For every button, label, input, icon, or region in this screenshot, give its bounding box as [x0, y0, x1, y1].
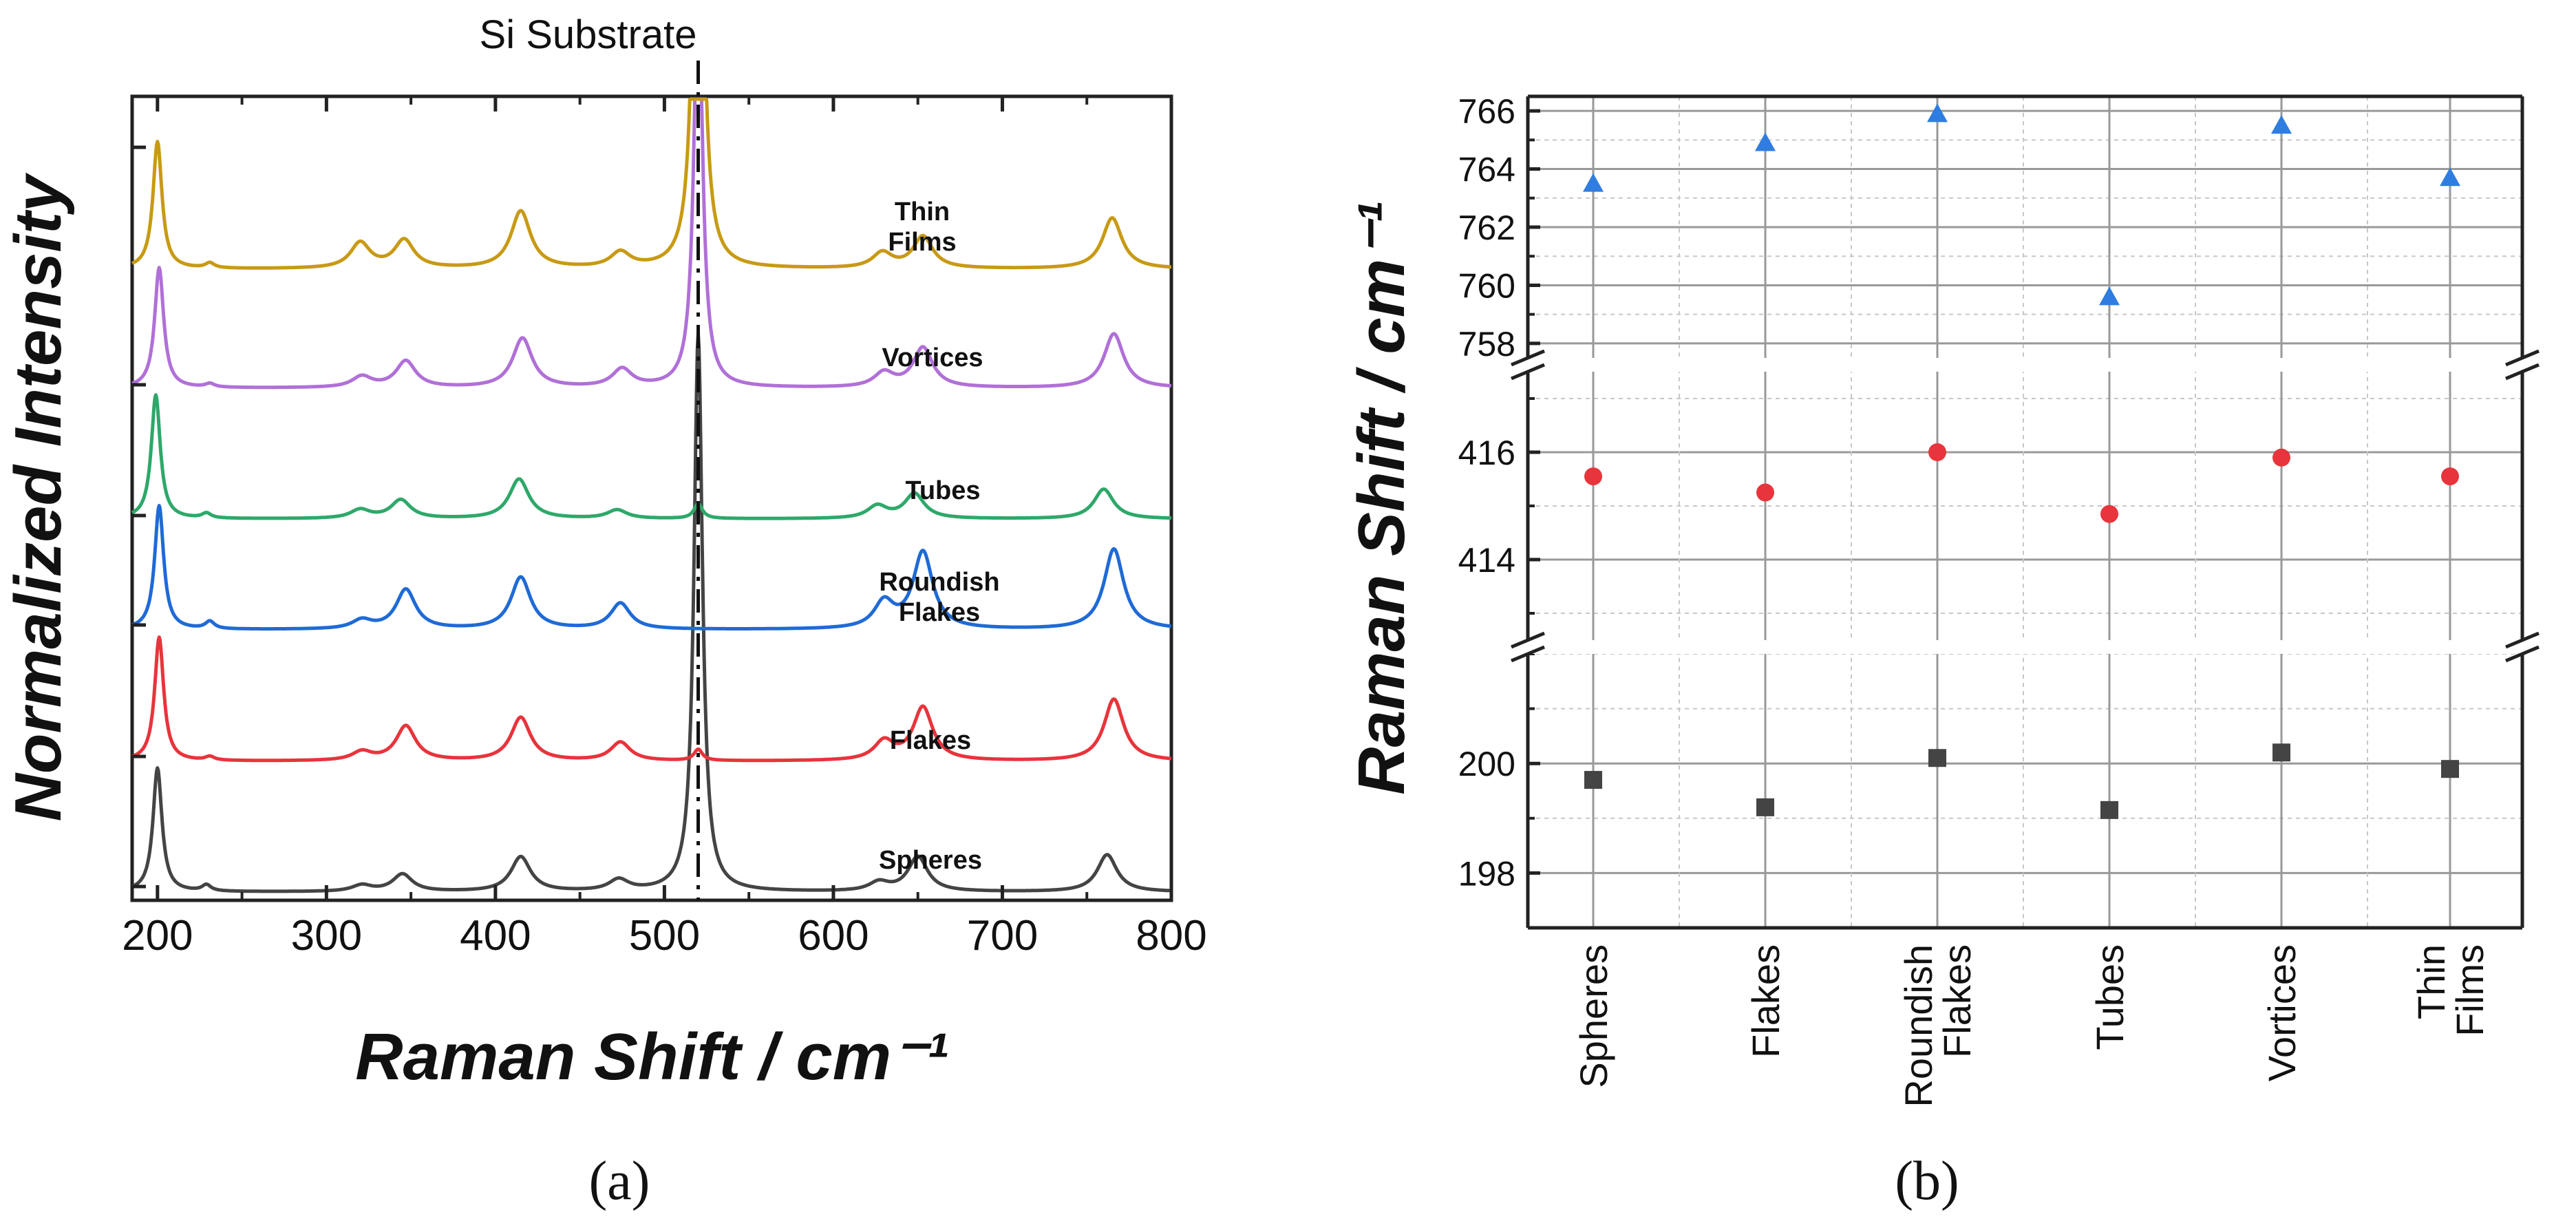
spectrum-line-thin-films — [131, 97, 1173, 270]
series-label-thin-films: Thin — [895, 198, 950, 226]
si-substrate-annotation: Si Substrate — [480, 12, 697, 57]
series-label-vortices: Vortices — [882, 343, 983, 372]
spectrum-line-roundish-flakes — [131, 504, 1173, 631]
grid-lines — [1528, 96, 2522, 929]
spectrum-line-flakes — [131, 635, 1173, 763]
marker-square-thin-films — [2441, 760, 2459, 778]
x-tick-label: 600 — [798, 912, 869, 959]
x-tick-label: 300 — [291, 912, 362, 959]
series-label-flakes: Flakes — [890, 726, 971, 755]
category-label-thin-films: Films — [2448, 944, 2491, 1037]
break-slash — [2505, 349, 2540, 367]
marker-triangle-thin-films — [2440, 167, 2460, 187]
break-slash — [1511, 631, 1545, 649]
y-tick-label: 200 — [1458, 745, 1515, 783]
spectrum-line-tubes — [131, 393, 1173, 520]
plot-a-frame — [130, 94, 1173, 902]
x-tick-label: 500 — [629, 912, 700, 959]
x-tick-label: 400 — [460, 912, 531, 959]
axis-break-gap — [1507, 358, 2543, 372]
marker-square-flakes — [1756, 798, 1774, 816]
marker-circle-tubes — [2100, 505, 2118, 523]
x-tick-label: 800 — [1136, 912, 1206, 959]
y-tick-label: 416 — [1458, 434, 1515, 472]
break-slash — [1511, 349, 1545, 367]
category-label-roundish-flakes: Roundish — [1897, 944, 1940, 1107]
break-slash — [1511, 363, 1545, 381]
y-axis-ticks: 758 760 762 764 766 414 416 198 200 — [1458, 92, 1540, 929]
series-label-tubes: Tubes — [905, 476, 980, 505]
x-tick-label: 200 — [122, 912, 193, 959]
category-label-roundish-flakes: Flakes — [1935, 944, 1979, 1058]
y-tick-label: 198 — [1458, 854, 1515, 893]
marker-triangle-vortices — [2271, 115, 2292, 134]
series-label-spheres: Spheres — [879, 846, 982, 875]
series-labels: SpheresFlakesRoundishFlakesTubesVortices… — [879, 198, 1000, 875]
spectrum-line-spheres — [131, 332, 1173, 893]
panel-b-peak-positions: 758 760 762 764 766 414 416 198 200 Spheres Flake… — [1345, 92, 2543, 1211]
marker-square-roundish-flakes — [1928, 749, 1946, 767]
spectrum-line-vortices — [131, 97, 1173, 390]
break-slash — [2505, 363, 2540, 381]
marker-circle-flakes — [1756, 483, 1774, 502]
series-label-roundish-flakes: Roundish — [879, 568, 999, 597]
break-slash — [1511, 645, 1545, 663]
data-markers — [1583, 103, 2460, 819]
marker-square-vortices — [2272, 743, 2290, 762]
category-label-spheres: Spheres — [1572, 944, 1615, 1088]
marker-triangle-flakes — [1755, 132, 1776, 151]
marker-triangle-spheres — [1583, 173, 1604, 192]
category-label-flakes: Flakes — [1744, 944, 1787, 1058]
y-axis-title: Normalized Intensity — [1, 172, 75, 821]
x-axis-ticks: 200 300 400 500 600 700 800 — [122, 96, 1207, 959]
marker-triangle-roundish-flakes — [1927, 103, 1948, 123]
category-label-thin-films: Thin — [2409, 944, 2453, 1019]
marker-circle-thin-films — [2441, 467, 2459, 486]
category-label-tubes: Tubes — [2088, 944, 2131, 1050]
series-label-thin-films: Films — [888, 228, 956, 257]
x-tick-label: 700 — [967, 912, 1038, 959]
marker-circle-roundish-flakes — [1928, 443, 1946, 461]
y-tick-label: 414 — [1458, 541, 1515, 580]
caption-b: (b) — [1895, 1151, 1959, 1211]
caption-a: (a) — [589, 1151, 650, 1211]
y-tick-label: 758 — [1458, 325, 1515, 363]
marker-circle-spheres — [1584, 467, 1602, 486]
panel-a-raman-spectra: Si Substrate SpheresFlakesRoundishFlakes… — [1, 12, 1207, 1211]
marker-square-spheres — [1584, 771, 1602, 789]
y-tick-label: 762 — [1458, 209, 1515, 247]
y-tick-label: 766 — [1458, 92, 1515, 131]
plot-b-frame — [1526, 94, 2524, 930]
axis-break-gap — [1507, 640, 2543, 654]
marker-circle-vortices — [2272, 448, 2290, 467]
y-tick-label: 764 — [1458, 151, 1515, 189]
y-axis-ticks — [132, 145, 146, 889]
spectra-traces — [131, 97, 1173, 893]
series-label-roundish-flakes: Flakes — [899, 598, 980, 627]
y-tick-label: 760 — [1458, 266, 1515, 305]
marker-triangle-tubes — [2099, 286, 2120, 306]
break-slash — [2505, 631, 2540, 649]
category-label-vortices: Vortices — [2260, 944, 2303, 1081]
axis-break-marks — [1507, 349, 2543, 663]
marker-square-tubes — [2100, 800, 2118, 819]
y-axis-title: Raman Shift / cm⁻¹ — [1345, 202, 1418, 794]
x-axis-title: Raman Shift / cm⁻¹ — [355, 1020, 948, 1094]
break-slash — [2505, 645, 2540, 663]
